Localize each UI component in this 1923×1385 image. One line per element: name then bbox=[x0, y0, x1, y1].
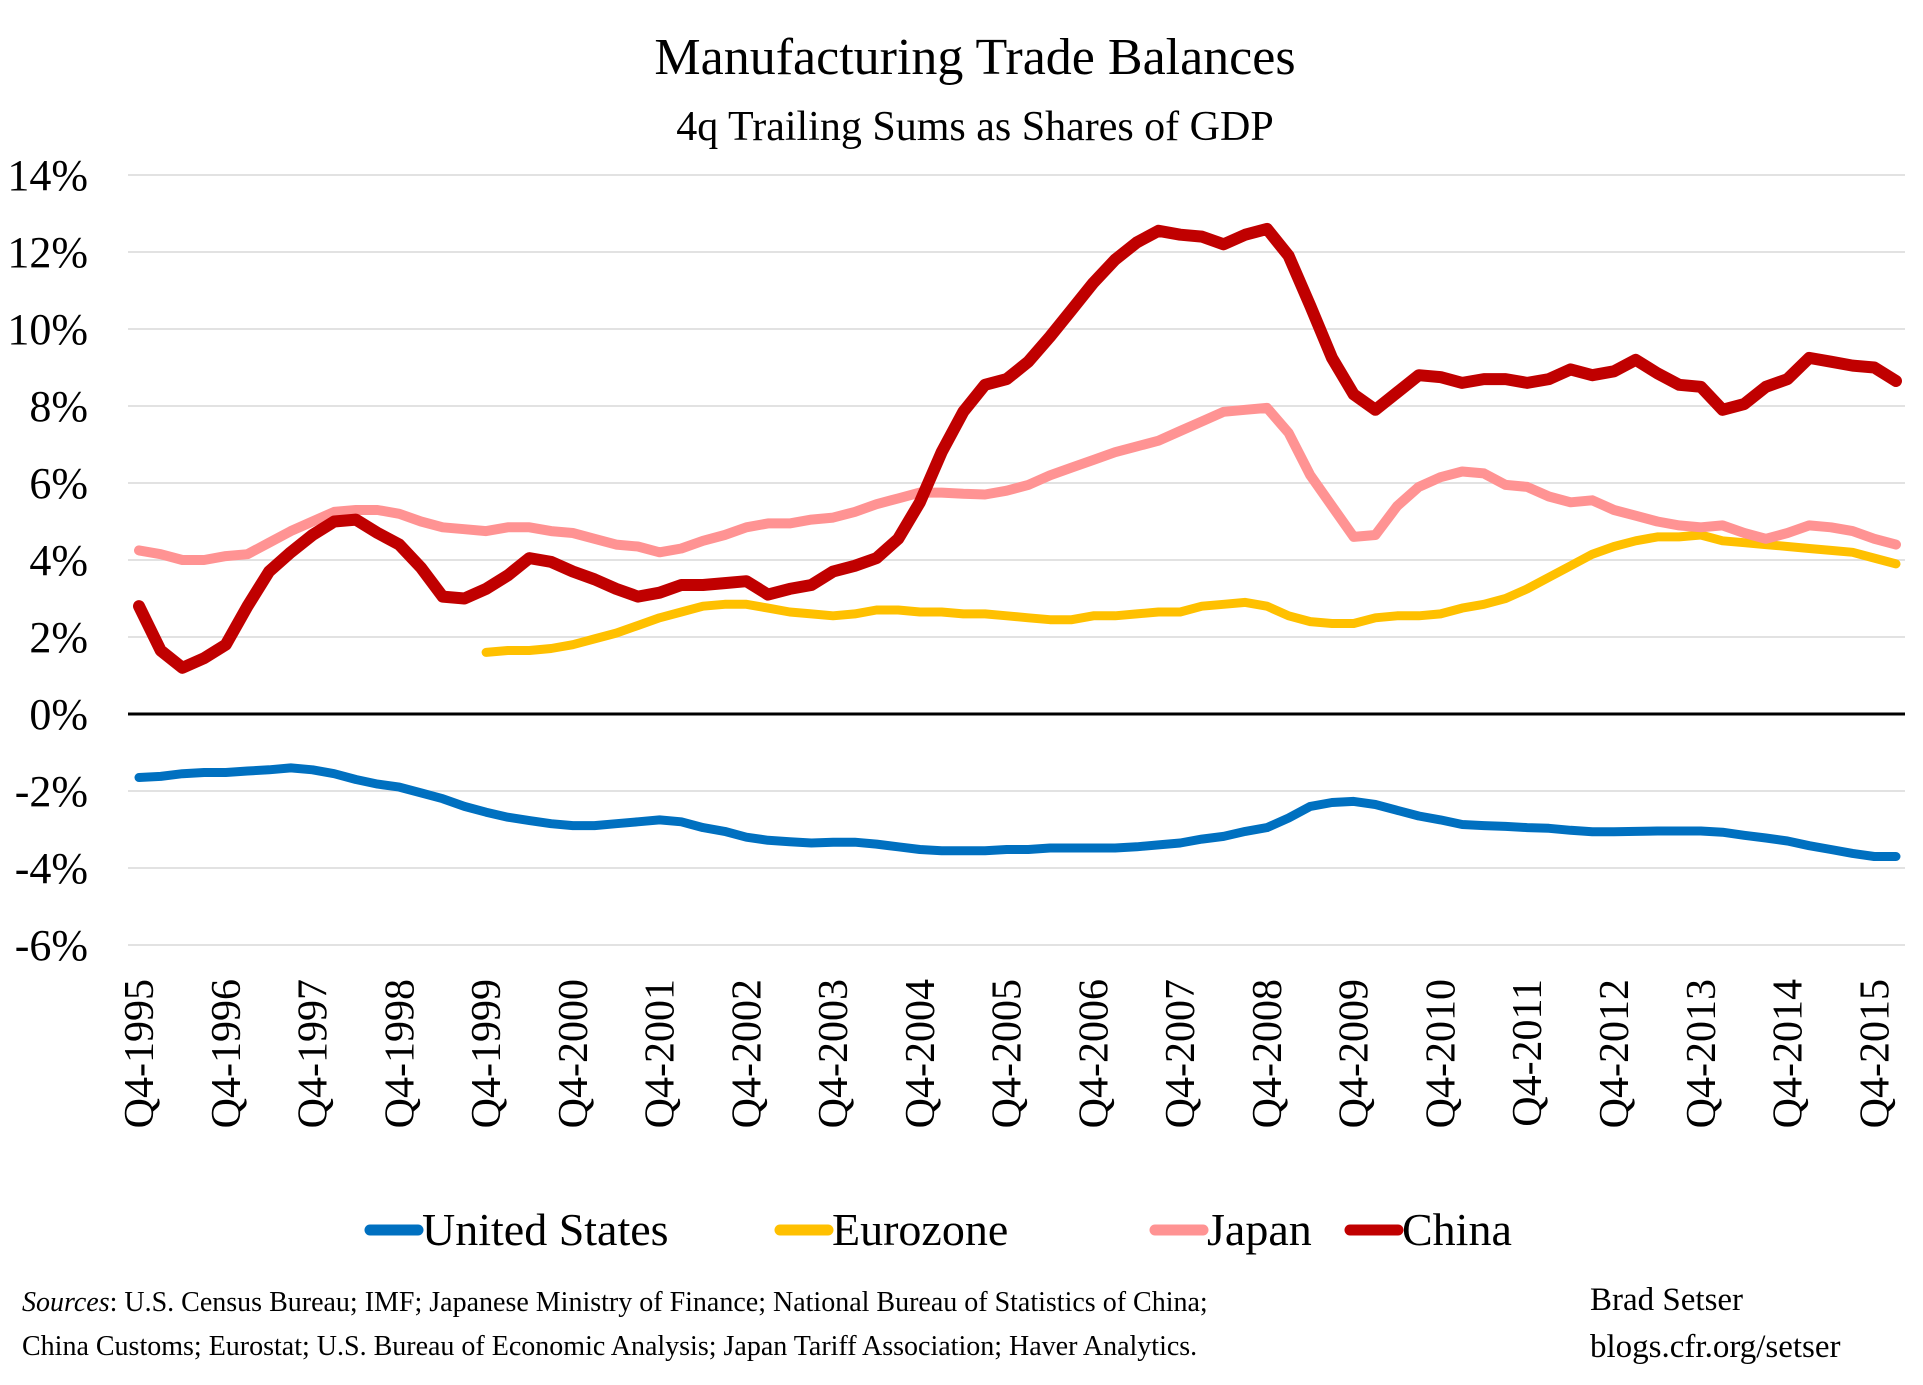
sources-line-2: China Customs; Eurostat; U.S. Bureau of … bbox=[22, 1331, 1197, 1362]
y-tick-label: 0% bbox=[29, 690, 88, 739]
legend-label: Japan bbox=[1207, 1204, 1312, 1255]
x-tick-label: Q4-2012 bbox=[1592, 979, 1638, 1128]
x-tick-label: Q4-2004 bbox=[898, 979, 944, 1128]
x-tick-label: Q4-2009 bbox=[1332, 979, 1378, 1128]
x-tick-label: Q4-2014 bbox=[1766, 979, 1812, 1128]
legend-label: China bbox=[1402, 1204, 1512, 1255]
x-axis-ticks: Q4-1995 Q4-1996 Q4-1997 Q4-1998 Q4-1999 Q4-20… bbox=[117, 979, 1898, 1128]
y-tick-label: -2% bbox=[15, 767, 88, 816]
x-tick-label: Q4-2006 bbox=[1071, 979, 1117, 1128]
x-tick-label: Q4-2015 bbox=[1852, 979, 1898, 1128]
y-tick-label: 10% bbox=[7, 305, 88, 354]
y-tick-label: 4% bbox=[29, 536, 88, 585]
x-tick-label: Q4-2001 bbox=[638, 979, 684, 1128]
y-tick-label: 2% bbox=[29, 613, 88, 662]
blog-url: blogs.cfr.org/setser bbox=[1590, 1329, 1841, 1365]
y-tick-label: 12% bbox=[7, 228, 88, 277]
y-tick-label: -6% bbox=[15, 921, 88, 970]
x-tick-label: Q4-2005 bbox=[985, 979, 1031, 1128]
series-line-china bbox=[133, 222, 1902, 674]
y-tick-label: 6% bbox=[29, 459, 88, 508]
x-tick-label: Q4-2002 bbox=[724, 979, 770, 1128]
legend: United States Eurozone Japan China bbox=[364, 1204, 1512, 1255]
legend-label: United States bbox=[422, 1204, 669, 1255]
sources-text: Sources: U.S. Census Bureau; IMF; Japane… bbox=[22, 1287, 1208, 1318]
x-tick-label: Q4-1996 bbox=[204, 979, 250, 1128]
series-line-eurozone bbox=[481, 530, 1901, 657]
chart-title: Manufacturing Trade Balances bbox=[654, 29, 1295, 86]
series-line-japan bbox=[134, 402, 1901, 565]
x-tick-label: Q4-2003 bbox=[811, 979, 857, 1128]
y-tick-label: 8% bbox=[29, 382, 88, 431]
series-line-united-states bbox=[134, 763, 1901, 861]
x-tick-label: Q4-2000 bbox=[551, 979, 597, 1128]
x-tick-label: Q4-1997 bbox=[291, 979, 337, 1128]
x-tick-label: Q4-1995 bbox=[117, 979, 163, 1128]
x-tick-label: Q4-1999 bbox=[464, 979, 510, 1128]
x-tick-label: Q4-2007 bbox=[1158, 979, 1204, 1128]
x-tick-label: Q4-2010 bbox=[1419, 979, 1465, 1128]
y-tick-label: -4% bbox=[15, 844, 88, 893]
author-name: Brad Setser bbox=[1590, 1282, 1743, 1318]
sources-label: Sources bbox=[22, 1287, 110, 1318]
series-lines bbox=[128, 222, 1905, 861]
x-tick-label: Q4-2008 bbox=[1245, 979, 1291, 1128]
x-tick-label: Q4-2011 bbox=[1505, 979, 1551, 1127]
x-tick-label: Q4-1998 bbox=[377, 979, 423, 1128]
x-tick-label: Q4-2013 bbox=[1679, 979, 1725, 1128]
chart-subtitle: 4q Trailing Sums as Shares of GDP bbox=[676, 104, 1273, 150]
legend-label: Eurozone bbox=[832, 1204, 1008, 1255]
y-axis-ticks: 14% 12% 10% 8% 6% 4% 2% 0% -2% -4% -6% bbox=[7, 151, 88, 970]
y-tick-label: 14% bbox=[7, 151, 88, 200]
sources-line-1: : U.S. Census Bureau; IMF; Japanese Mini… bbox=[110, 1287, 1208, 1318]
